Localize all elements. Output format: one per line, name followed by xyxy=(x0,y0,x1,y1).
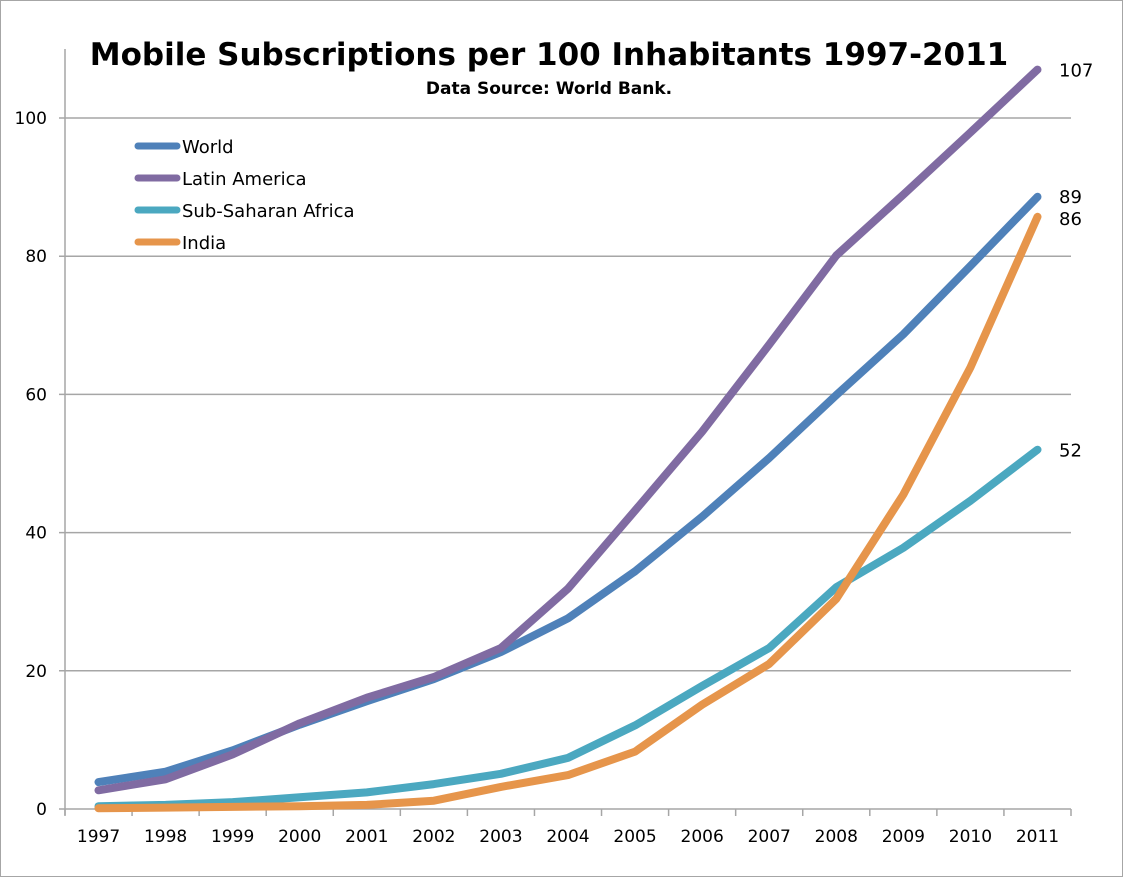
series-line-india xyxy=(94,212,1042,813)
x-tick-label: 2011 xyxy=(1016,827,1059,847)
x-tick-label: 2009 xyxy=(882,827,925,847)
x-tick-label: 2008 xyxy=(815,827,858,847)
legend-label: World xyxy=(182,137,234,158)
x-tick-label: 2007 xyxy=(748,827,791,847)
end-labels: 89 107 52 86 xyxy=(1059,61,1093,462)
x-tick-label: 2005 xyxy=(613,827,656,847)
chart-title: Mobile Subscriptions per 100 Inhabitants… xyxy=(90,37,1008,73)
x-tick-label: 2006 xyxy=(681,827,724,847)
y-tick-label: 100 xyxy=(15,109,47,129)
series-line-latin-america xyxy=(94,65,1042,795)
series-line-sub-saharan-africa xyxy=(94,445,1042,811)
x-tick-label: 2010 xyxy=(949,827,992,847)
legend-label: Sub-Saharan Africa xyxy=(182,201,355,222)
end-value-label: 107 xyxy=(1059,61,1093,82)
y-tick-label: 60 xyxy=(25,385,47,405)
legend: World Latin America Sub-Saharan Africa Indi… xyxy=(134,137,355,254)
y-tick-label: 80 xyxy=(25,247,47,267)
series-line-world xyxy=(94,192,1042,787)
series-lines xyxy=(94,65,1042,813)
y-tick-label: 40 xyxy=(25,524,47,544)
x-tick-label: 2004 xyxy=(546,827,589,847)
chart-subtitle: Data Source: World Bank. xyxy=(426,79,672,99)
end-value-label: 52 xyxy=(1059,441,1082,462)
x-tick-label: 2003 xyxy=(479,827,522,847)
axes: 0 20 40 60 80 100 1997 1998 1999 2000 2001 2002 2003… xyxy=(15,49,1072,847)
x-tick-label: 1998 xyxy=(144,827,187,847)
x-tick-label: 1999 xyxy=(211,827,254,847)
legend-label: India xyxy=(182,233,226,254)
y-tick-label: 20 xyxy=(25,662,47,682)
end-value-label: 86 xyxy=(1059,209,1082,230)
y-tick-label: 0 xyxy=(36,800,47,820)
legend-label: Latin America xyxy=(182,169,307,190)
gridlines xyxy=(59,117,1071,672)
end-value-label: 89 xyxy=(1059,187,1082,208)
x-tick-label: 2002 xyxy=(412,827,455,847)
x-tick-label: 1997 xyxy=(77,827,120,847)
x-tick-label: 2000 xyxy=(278,827,321,847)
x-tick-label: 2001 xyxy=(345,827,388,847)
